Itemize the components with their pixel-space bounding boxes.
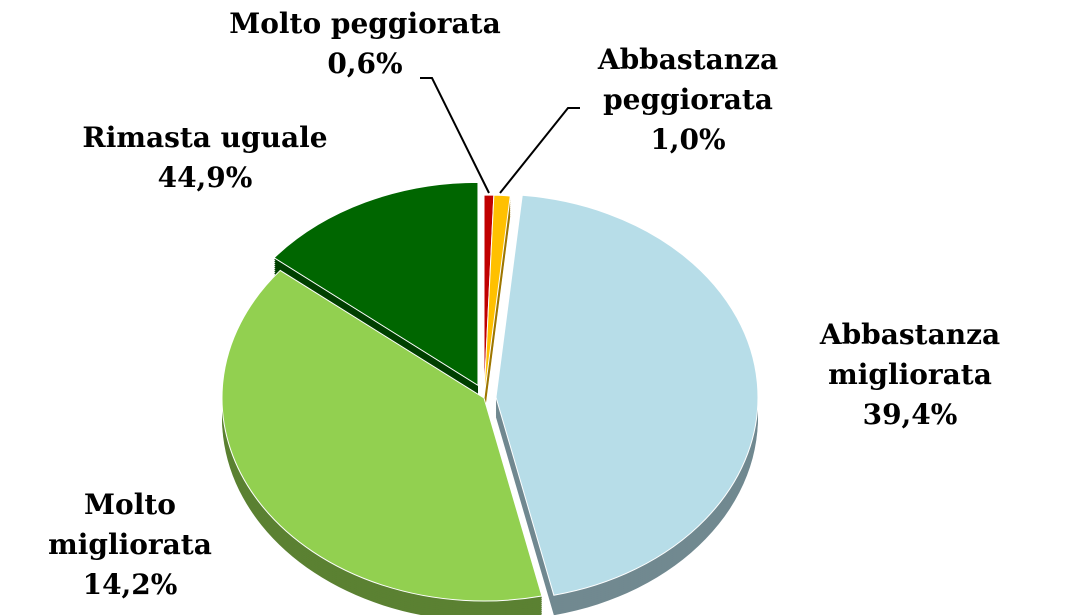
slice-side <box>484 207 511 410</box>
category-label: Molto migliorata <box>48 488 212 561</box>
value-label: 44,9% <box>157 161 253 194</box>
slice <box>221 269 543 602</box>
slice-label: Rimasta uguale 44,9% <box>5 118 405 198</box>
category-label: Abbastanza migliorata <box>819 318 1001 391</box>
slice-side <box>484 205 511 408</box>
category-label: Rimasta uguale <box>82 121 328 154</box>
value-label: 14,2% <box>82 568 178 601</box>
category-label: Molto peggiorata <box>229 7 501 40</box>
slice-label: Abbastanza migliorata 39,4% <box>750 315 1066 435</box>
slice-side <box>484 201 511 404</box>
slice-side <box>484 215 511 418</box>
value-label: 0,6% <box>327 47 403 80</box>
slice <box>495 194 759 596</box>
slice-side <box>484 213 511 416</box>
slice <box>273 181 479 387</box>
slice-label: Molto peggiorata 0,6% <box>165 4 565 84</box>
pie-top <box>221 181 759 602</box>
slice-side <box>484 209 511 412</box>
category-label: Abbastanza peggiorata <box>597 43 779 116</box>
slice <box>483 194 511 399</box>
leader-line <box>420 77 490 194</box>
slice-label: Molto migliorata 14,2% <box>0 485 260 605</box>
leader-line <box>499 107 580 194</box>
value-label: 39,4% <box>862 398 958 431</box>
slice-side <box>484 203 511 406</box>
slice-label: Abbastanza peggiorata 1,0% <box>568 40 808 160</box>
value-label: 1,0% <box>650 123 726 156</box>
slice-side <box>484 211 511 414</box>
